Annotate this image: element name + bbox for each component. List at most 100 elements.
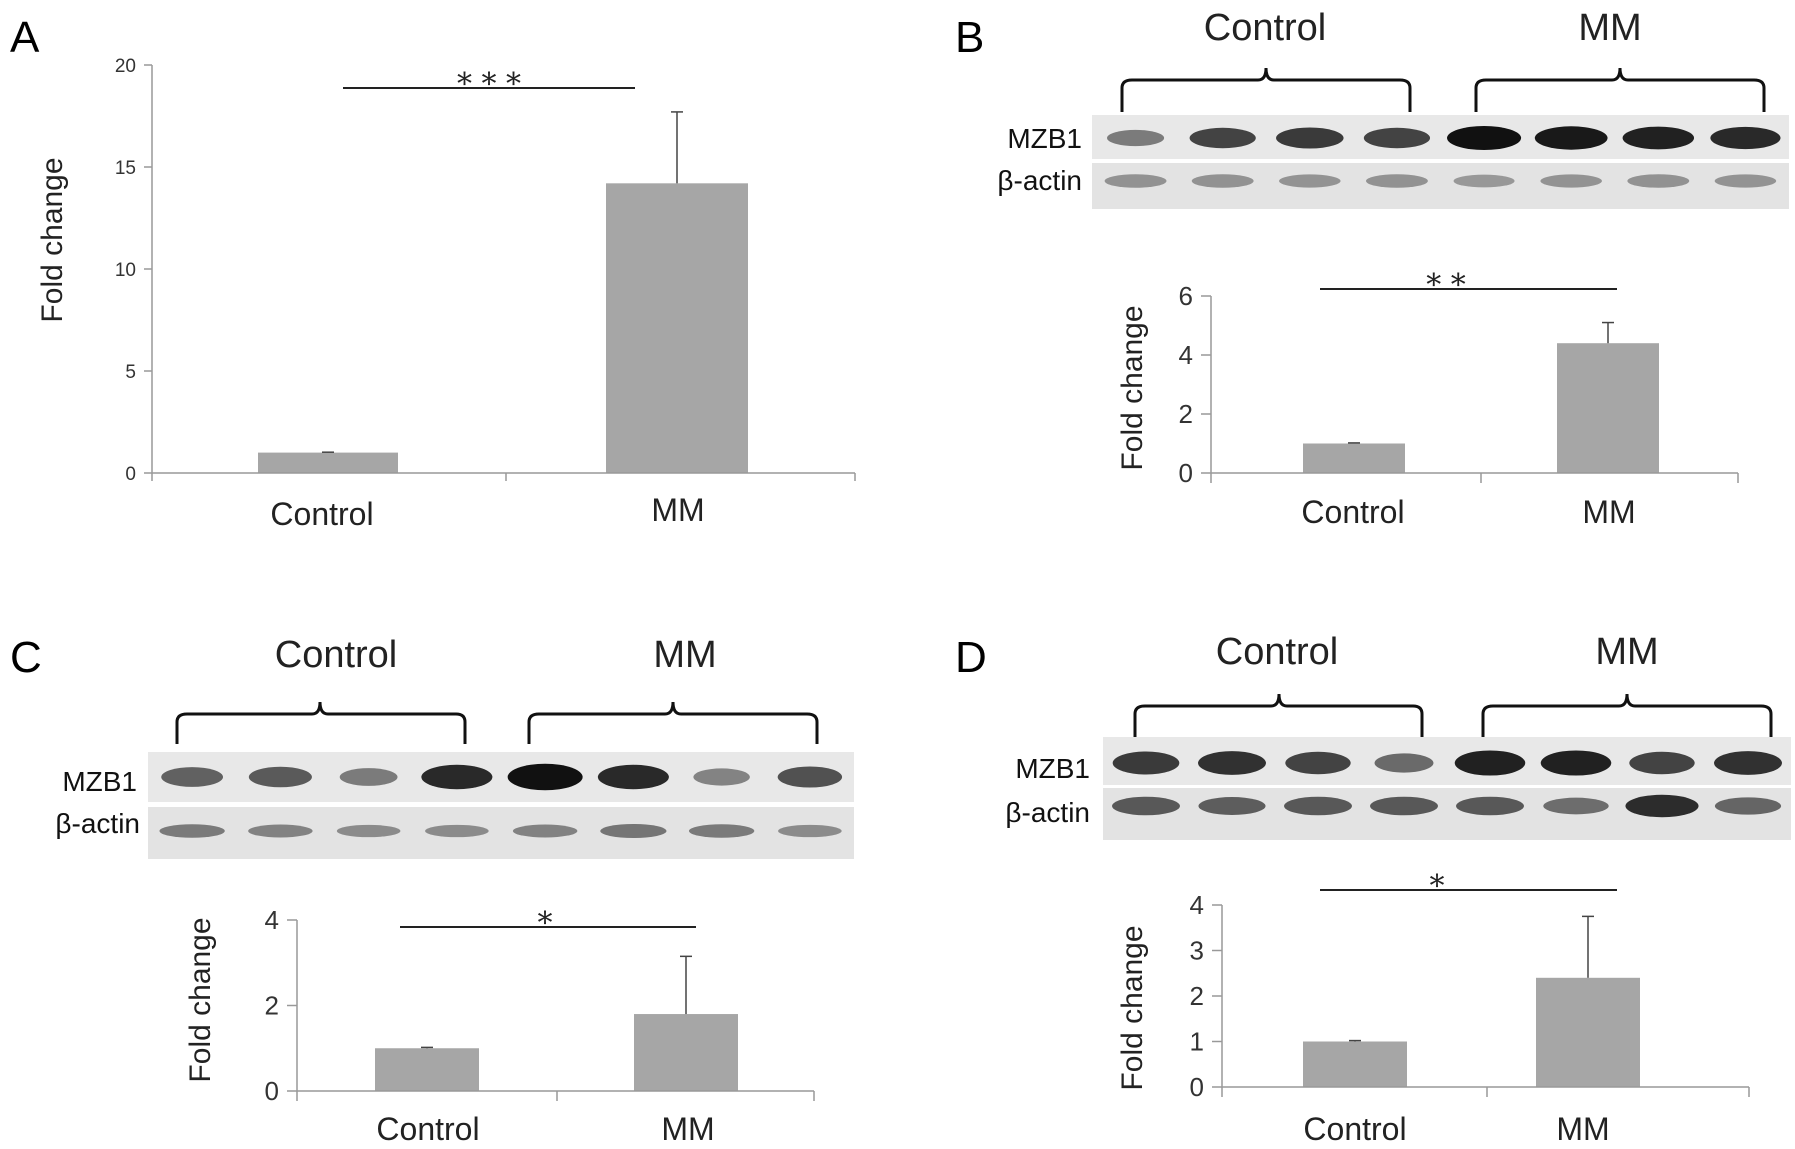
bar-a-control	[258, 452, 398, 473]
blot-band-b-mzb1-7	[1710, 126, 1781, 150]
blot-band-c-mzb1-0	[161, 767, 224, 787]
y-tick-label-c-2: 4	[265, 905, 279, 935]
blot-band-c-actin-5	[600, 824, 667, 838]
blot-band-c-mzb1-1	[248, 766, 312, 788]
blot-band-c-mzb1-5	[597, 764, 669, 790]
bar-c-mm	[634, 1014, 738, 1091]
y-tick-label-c-0: 0	[265, 1076, 279, 1106]
blot-band-d-mzb1-7	[1714, 751, 1782, 775]
blot-row-label-c-mzb1: MZB1	[62, 766, 137, 797]
blot-row-label-c-actin: β-actin	[55, 808, 140, 839]
y-tick-label-d-3: 3	[1190, 936, 1204, 966]
y-axis-label-a: Fold change	[36, 157, 69, 322]
blot-band-c-mzb1-7	[777, 766, 843, 788]
bars-d	[1303, 915, 1640, 1087]
panel-letter-b: B	[955, 13, 984, 62]
significance-label-c: *	[538, 906, 553, 941]
blot-group-c-control: Control	[275, 634, 398, 676]
y-ticks-a: 0 5 10 15 20	[115, 56, 152, 485]
y-tick-label-b-1: 2	[1179, 399, 1193, 429]
bar-d-mm	[1536, 977, 1640, 1087]
blot-band-d-actin-6	[1625, 794, 1699, 818]
blot-band-c-actin-6	[688, 824, 755, 838]
blot-band-d-actin-2	[1284, 796, 1352, 816]
blot-band-d-actin-5	[1543, 797, 1609, 815]
y-ticks-c: 0 2 4	[265, 905, 297, 1106]
panel-a: A Fold change 0 5 10 15 20 * * * Control MM	[10, 13, 856, 532]
bar-a-mm	[606, 183, 748, 473]
y-tick-label-a-0: 0	[125, 464, 136, 485]
blot-band-b-mzb1-6	[1622, 126, 1695, 150]
y-axis-label-c: Fold change	[184, 917, 217, 1082]
y-axis-label-b: Fold change	[1116, 305, 1149, 470]
blot-brace-b-mm	[1474, 67, 1766, 112]
blot-row-label-b-actin: β-actin	[997, 165, 1082, 196]
bar-b-mm	[1557, 343, 1659, 473]
blot-band-b-mzb1-2	[1276, 127, 1344, 149]
x-tick-label-a-control: Control	[270, 496, 373, 532]
significance-label-d: *	[1430, 869, 1445, 904]
blot-group-d-mm: MM	[1595, 631, 1658, 673]
y-axis-label-d: Fold change	[1116, 925, 1149, 1090]
axes-a	[151, 65, 856, 481]
blot-band-b-mzb1-5	[1534, 126, 1608, 150]
y-tick-label-b-2: 4	[1179, 340, 1193, 370]
bar-d-control	[1303, 1041, 1407, 1087]
blot-band-b-actin-3	[1366, 174, 1428, 188]
blot-band-d-actin-4	[1456, 796, 1524, 816]
western-blot-d	[1103, 737, 1791, 840]
blot-band-c-actin-1	[248, 824, 313, 838]
y-tick-label-d-1: 1	[1190, 1027, 1204, 1057]
y-tick-label-b-0: 0	[1179, 458, 1193, 488]
axes-c	[296, 920, 815, 1101]
bars-a	[258, 111, 748, 473]
x-tick-label-d-mm: MM	[1556, 1111, 1609, 1147]
x-tick-label-b-control: Control	[1301, 494, 1404, 530]
blot-band-c-mzb1-3	[421, 764, 493, 790]
blot-band-c-mzb1-4	[507, 763, 583, 791]
y-tick-label-b-3: 6	[1179, 281, 1193, 311]
blot-group-b-mm: MM	[1578, 7, 1641, 49]
significance-label-b: * *	[1426, 268, 1466, 303]
blot-band-b-actin-4	[1453, 174, 1515, 188]
blot-brace-c-mm	[527, 701, 819, 744]
x-tick-label-c-control: Control	[376, 1111, 479, 1147]
blot-brace-d-control	[1133, 693, 1424, 738]
blot-band-b-mzb1-3	[1363, 127, 1431, 149]
blot-band-b-mzb1-1	[1189, 127, 1256, 149]
blot-brace-b-control	[1120, 67, 1412, 112]
blot-band-d-actin-0	[1112, 796, 1180, 816]
blot-band-c-mzb1-2	[339, 768, 398, 786]
blot-group-d-control: Control	[1216, 631, 1339, 673]
y-tick-label-a-1: 5	[125, 362, 136, 383]
bar-c-control	[375, 1048, 479, 1091]
blot-band-b-actin-0	[1104, 174, 1167, 188]
blot-group-c-mm: MM	[653, 634, 716, 676]
blot-strip-b-actin	[1092, 163, 1789, 209]
blot-band-d-mzb1-4	[1454, 750, 1526, 776]
y-tick-label-d-2: 2	[1190, 981, 1204, 1011]
blot-band-b-mzb1-4	[1447, 126, 1522, 150]
bar-b-control	[1303, 443, 1405, 473]
bars-c	[375, 955, 738, 1091]
panel-letter-d: D	[955, 633, 987, 682]
blot-row-label-d-actin: β-actin	[1005, 797, 1090, 828]
western-blot-b	[1092, 115, 1789, 209]
y-tick-label-a-2: 10	[115, 260, 136, 281]
y-tick-label-d-0: 0	[1190, 1072, 1204, 1102]
axes-b	[1210, 296, 1739, 483]
x-tick-label-d-control: Control	[1303, 1111, 1406, 1147]
y-ticks-d: 0 1 2 3 4	[1190, 890, 1222, 1102]
blot-band-b-actin-2	[1279, 174, 1341, 188]
y-tick-label-d-4: 4	[1190, 890, 1204, 920]
blot-band-d-actin-7	[1714, 797, 1782, 815]
blot-band-b-actin-1	[1191, 174, 1254, 188]
x-tick-label-a-mm: MM	[651, 492, 704, 528]
blot-strip-d-actin	[1103, 788, 1791, 840]
y-tick-label-a-3: 15	[115, 158, 136, 179]
blot-band-c-actin-3	[425, 824, 489, 838]
panel-c: C Control MM MZB1 β-actin Fold change 0 2…	[10, 633, 854, 1147]
blot-band-c-actin-0	[159, 824, 225, 838]
x-tick-label-b-mm: MM	[1582, 494, 1635, 530]
